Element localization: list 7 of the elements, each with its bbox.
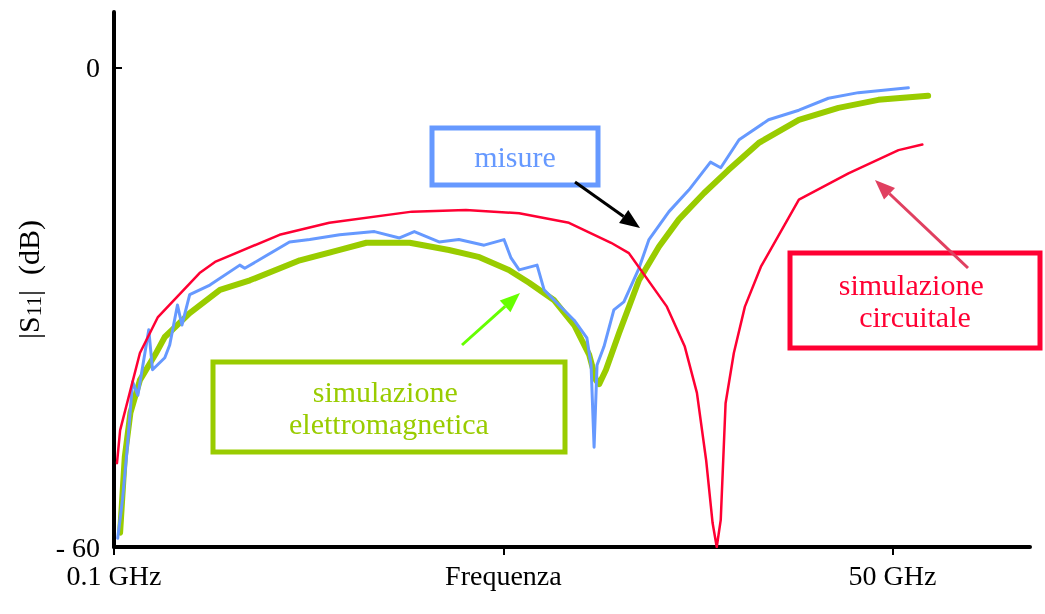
text: simulazione circuitale — [838, 268, 992, 333]
text: misure — [474, 140, 556, 173]
y-tick-label: 0 — [86, 52, 100, 84]
text: simulazione elettromagnetica — [289, 374, 489, 440]
x-tick-label: 50 GHz — [848, 559, 937, 591]
y-axis-title: |S11| (dB) — [11, 220, 47, 339]
x-axis-title: Frequenza — [445, 559, 563, 591]
